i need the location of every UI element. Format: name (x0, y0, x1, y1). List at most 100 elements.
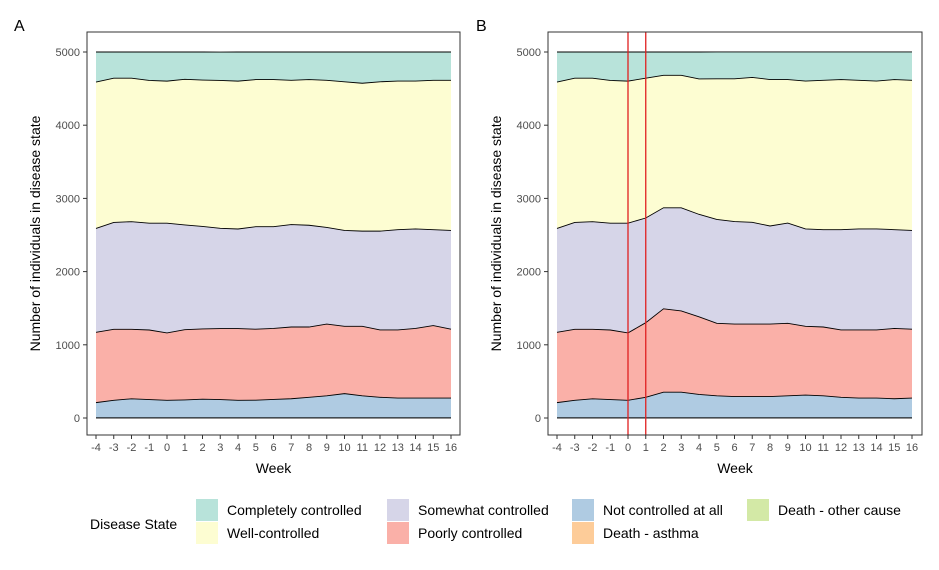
x-tick-label: 0 (164, 442, 170, 454)
y-tick-label: 3000 (56, 193, 80, 205)
y-axis-title: Number of individuals in disease state (27, 115, 43, 351)
x-axis-title: Week (717, 460, 754, 476)
x-tick-label: -4 (91, 442, 101, 454)
x-tick-label: 8 (306, 442, 312, 454)
x-tick-label: 7 (288, 442, 294, 454)
legend-item-not-controlled-at-all: Not controlled at all (572, 499, 723, 521)
legend-label: Somewhat controlled (418, 502, 549, 518)
area-not-controlled-at-all (96, 393, 451, 418)
legend-swatch (747, 499, 769, 521)
x-tick-label: 6 (270, 442, 276, 454)
legend-label: Death - other cause (778, 502, 901, 518)
x-tick-label: 12 (374, 442, 386, 454)
y-tick-label: 5000 (517, 47, 541, 59)
x-tick-label: 15 (427, 442, 439, 454)
x-tick-label: -2 (127, 442, 137, 454)
x-tick-label: 6 (731, 442, 737, 454)
x-tick-label: 10 (799, 442, 811, 454)
x-tick-label: -4 (552, 442, 562, 454)
legend-swatch (387, 522, 409, 544)
x-tick-label: 1 (182, 442, 188, 454)
line-poorly-controlled (95, 323, 452, 334)
legend-item-death-other-cause: Death - other cause (747, 499, 901, 521)
x-axis-title: Week (256, 460, 293, 476)
x-tick-label: 1 (643, 442, 649, 454)
x-tick-label: 7 (749, 442, 755, 454)
line-not-controlled-at-all (556, 391, 913, 404)
line-somewhat-controlled (556, 207, 913, 231)
x-tick-label: 4 (235, 442, 241, 454)
legend-label: Well-controlled (227, 525, 320, 541)
x-tick-label: 14 (870, 442, 882, 454)
legend-swatch (387, 499, 409, 521)
legend-item-death-asthma: Death - asthma (572, 522, 699, 544)
x-tick-label: -3 (570, 442, 580, 454)
legend-label: Death - asthma (603, 525, 699, 541)
legend-item-well-controlled: Well-controlled (196, 522, 319, 544)
legend-swatch (196, 522, 218, 544)
line-not-controlled-at-all (95, 393, 451, 404)
x-tick-label: 16 (445, 442, 457, 454)
legend-label: Poorly controlled (418, 525, 523, 541)
x-tick-label: -2 (588, 442, 598, 454)
area-completely-controlled (557, 51, 912, 83)
legend-item-completely-controlled: Completely controlled (196, 499, 362, 521)
y-tick-label: 2000 (517, 267, 541, 279)
panel-tag: A (14, 18, 25, 35)
line-well-controlled (556, 74, 913, 83)
x-tick-label: 0 (625, 442, 631, 454)
x-tick-label: 4 (696, 442, 702, 454)
panel-tag: B (476, 18, 487, 35)
area-completely-controlled (96, 52, 451, 84)
x-tick-label: 5 (714, 442, 720, 454)
area-well-controlled (557, 75, 912, 231)
legend: Disease State Completely controlled Well-… (90, 497, 930, 547)
x-tick-label: 9 (785, 442, 791, 454)
x-tick-label: 13 (853, 442, 865, 454)
x-tick-label: 3 (217, 442, 223, 454)
x-tick-label: 16 (906, 442, 918, 454)
x-tick-label: 12 (835, 442, 847, 454)
area-somewhat-controlled (96, 221, 451, 333)
x-tick-label: 14 (409, 442, 421, 454)
x-tick-label: 9 (324, 442, 330, 454)
y-tick-label: 2000 (56, 267, 80, 279)
line-somewhat-controlled (95, 221, 452, 232)
line-poorly-controlled (556, 308, 913, 334)
x-tick-label: 11 (818, 442, 829, 454)
x-tick-label: -3 (109, 442, 119, 454)
area-poorly-controlled (96, 324, 451, 403)
y-tick-label: 4000 (56, 120, 80, 132)
area-well-controlled (96, 78, 451, 232)
x-tick-label: -1 (144, 442, 154, 454)
y-tick-label: 0 (535, 413, 541, 425)
y-tick-label: 0 (74, 413, 80, 425)
legend-item-somewhat-controlled: Somewhat controlled (387, 499, 549, 521)
x-tick-label: 10 (338, 442, 350, 454)
y-tick-label: 1000 (517, 340, 541, 352)
y-axis-title: Number of individuals in disease state (488, 115, 504, 351)
x-tick-label: -1 (605, 442, 615, 454)
legend-label: Not controlled at all (603, 502, 723, 518)
y-tick-label: 5000 (56, 47, 80, 59)
legend-item-poorly-controlled: Poorly controlled (387, 522, 522, 544)
x-tick-label: 15 (888, 442, 900, 454)
line-well-controlled (95, 77, 451, 84)
legend-swatch (572, 522, 594, 544)
x-tick-label: 8 (767, 442, 773, 454)
x-tick-label: 3 (678, 442, 684, 454)
legend-swatch (572, 499, 594, 521)
legend-title: Disease State (90, 516, 178, 532)
legend-swatch (196, 499, 218, 521)
x-tick-label: 2 (660, 442, 666, 454)
x-tick-label: 2 (199, 442, 205, 454)
y-tick-label: 1000 (56, 340, 80, 352)
y-tick-label: 4000 (517, 120, 541, 132)
x-tick-label: 5 (253, 442, 259, 454)
x-tick-label: 11 (357, 442, 368, 454)
legend-label: Completely controlled (227, 502, 362, 518)
y-tick-label: 3000 (517, 193, 541, 205)
